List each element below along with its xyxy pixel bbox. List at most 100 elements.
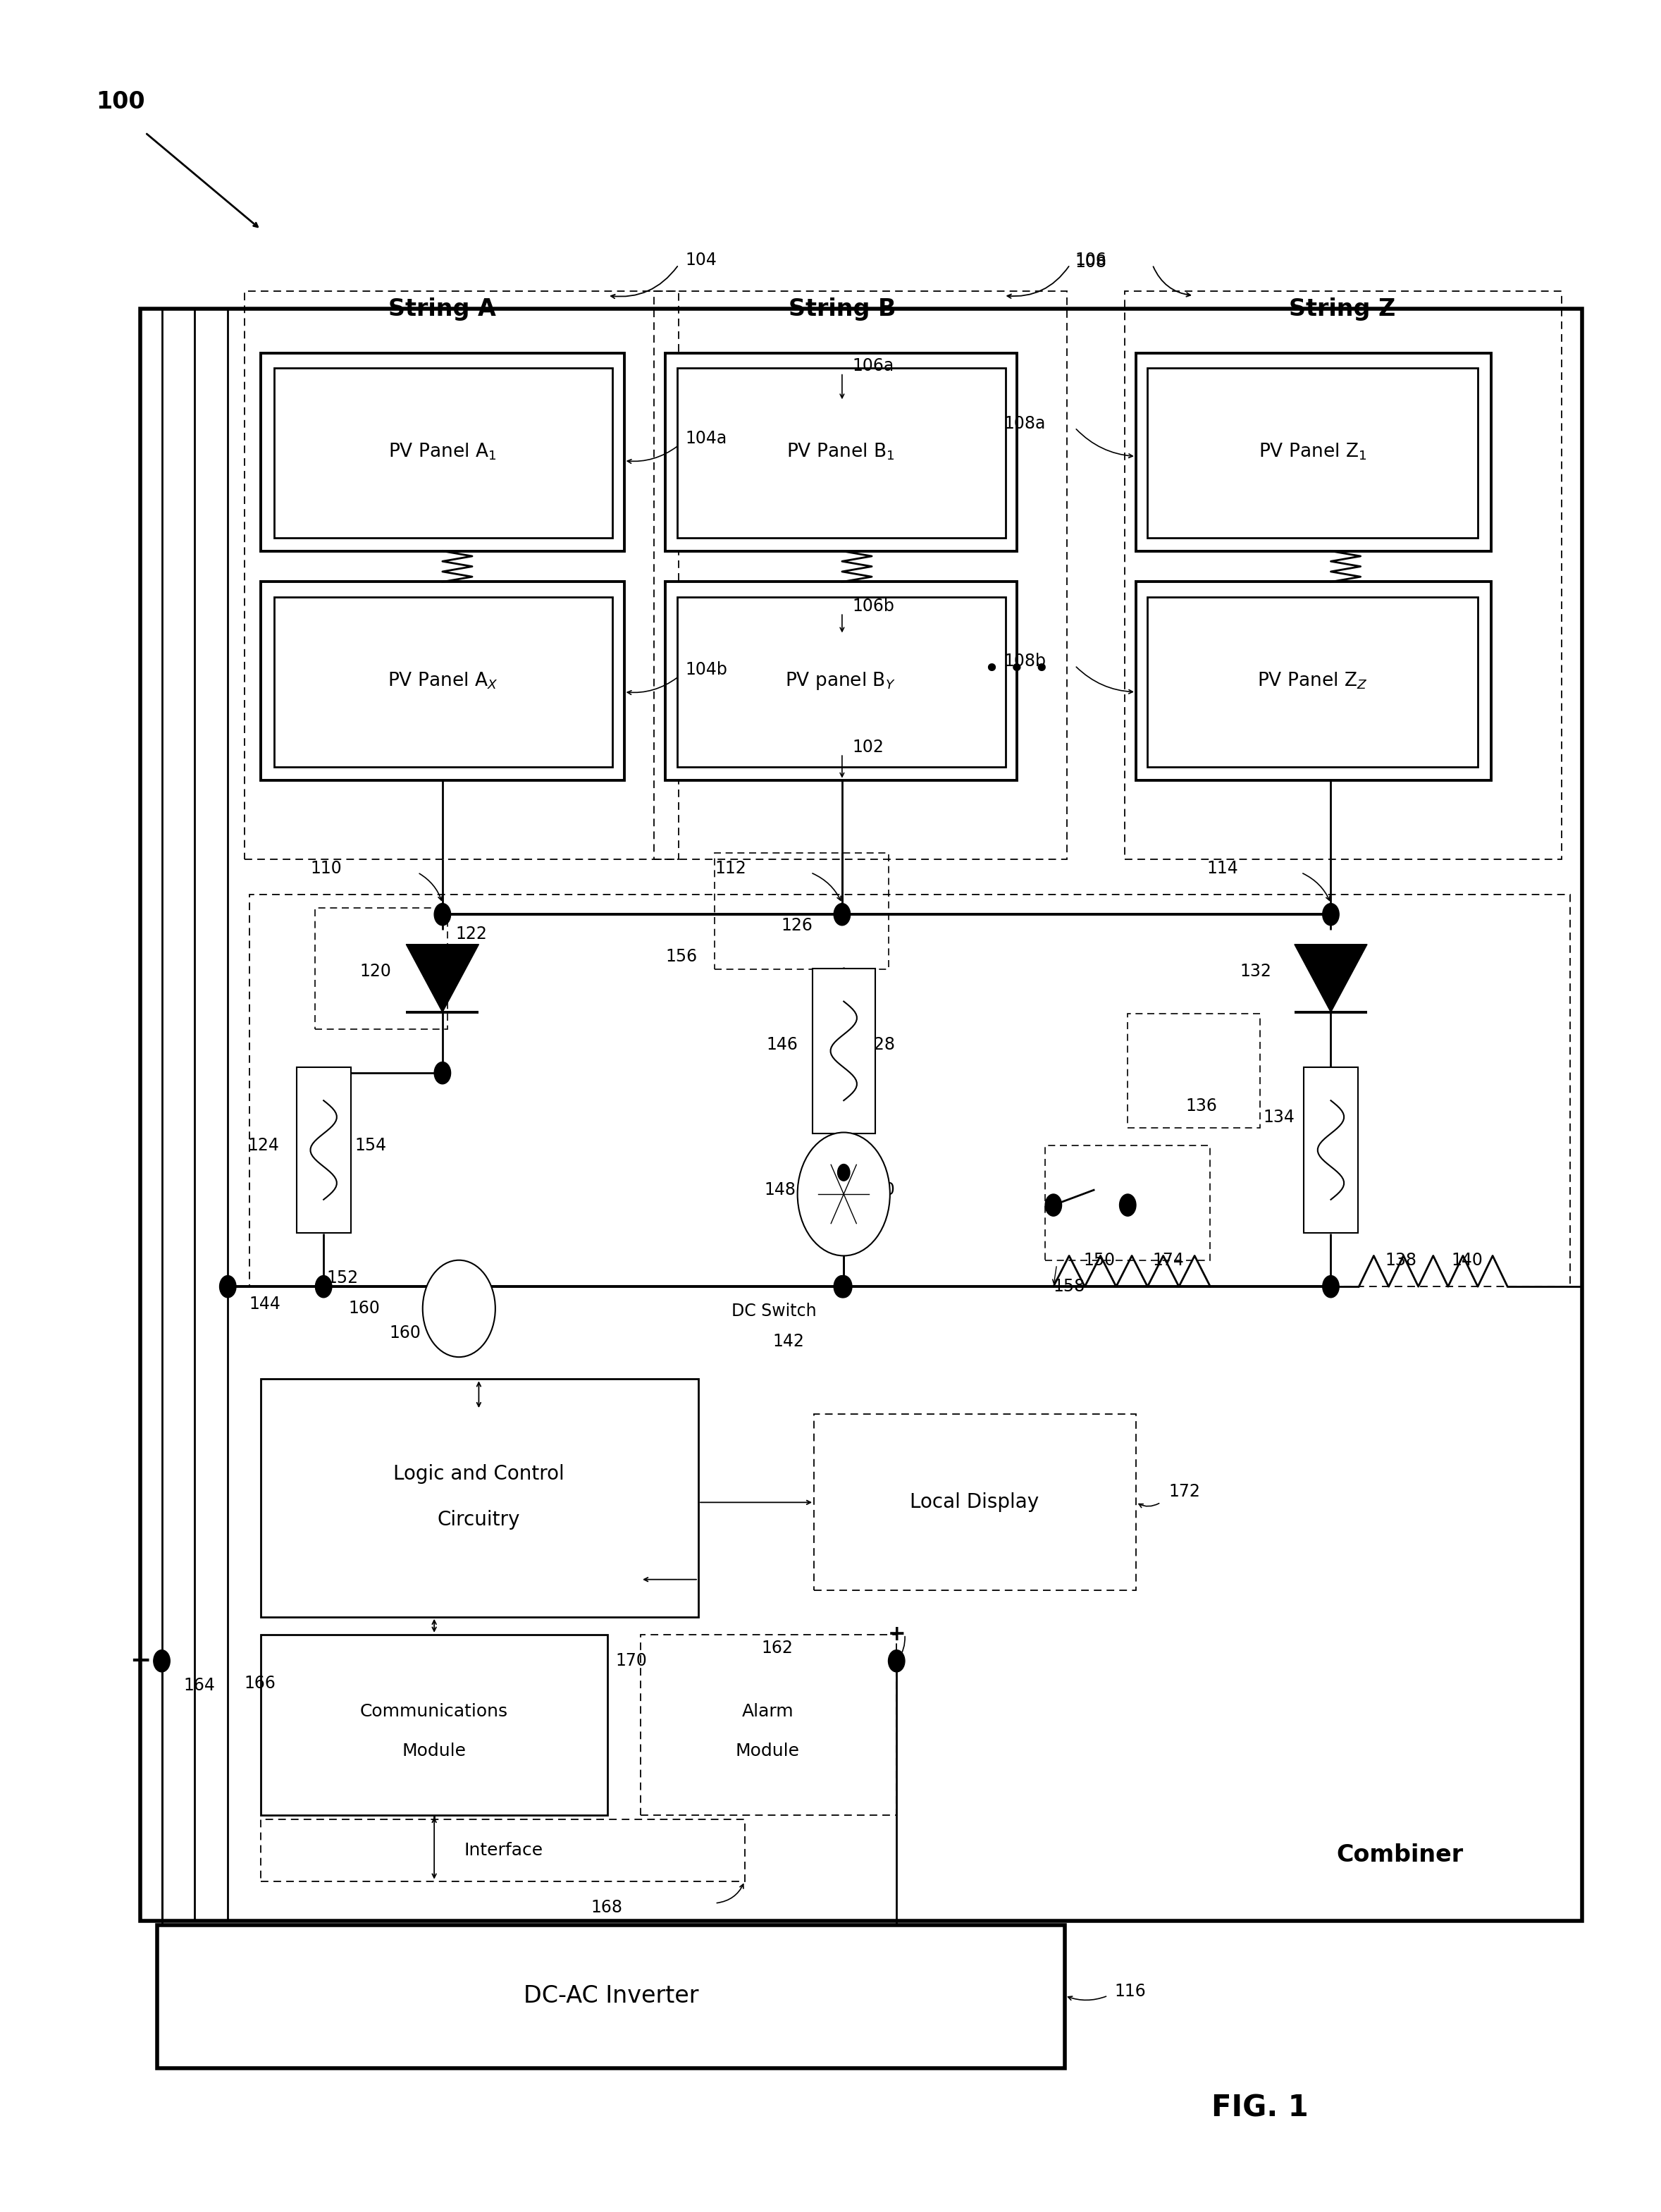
Text: 164: 164 (183, 1677, 214, 1694)
Bar (156, 1924, 1065, 2068)
Text: 168: 168 (591, 1900, 623, 1916)
Text: PV Panel Z$_Z$: PV Panel Z$_Z$ (1257, 670, 1367, 690)
Circle shape (422, 1261, 495, 1356)
Text: 122: 122 (455, 927, 487, 942)
Bar (1128, 1013, 1259, 1128)
Circle shape (434, 1062, 450, 1084)
Text: DC Switch: DC Switch (731, 1303, 817, 1318)
Text: 106: 106 (1075, 252, 1106, 270)
Text: 150: 150 (1083, 1252, 1115, 1270)
Bar (1045, 1146, 1211, 1261)
Text: 108: 108 (1075, 254, 1106, 272)
Bar (654, 292, 1066, 858)
Circle shape (219, 1276, 236, 1298)
Text: 138: 138 (1385, 1252, 1417, 1270)
Circle shape (835, 1276, 852, 1298)
Bar (1124, 292, 1561, 858)
Text: 108a: 108a (1003, 416, 1046, 431)
Bar (714, 854, 889, 969)
Bar (812, 969, 875, 1133)
Text: 104b: 104b (686, 661, 728, 679)
Bar (261, 1378, 698, 1617)
Text: +: + (887, 1624, 905, 1646)
Text: String A: String A (389, 296, 497, 321)
Text: 126: 126 (781, 918, 812, 933)
Bar (261, 1820, 744, 1880)
Text: 148: 148 (764, 1181, 796, 1199)
Circle shape (153, 1650, 169, 1672)
Circle shape (434, 902, 450, 925)
Bar (316, 907, 447, 1029)
Text: • • •: • • • (983, 657, 1050, 684)
Circle shape (797, 1133, 890, 1256)
Bar (666, 354, 1017, 551)
Circle shape (316, 1276, 332, 1298)
Text: 106b: 106b (852, 597, 894, 615)
Text: String Z: String Z (1289, 296, 1395, 321)
Bar (274, 367, 613, 538)
Bar (814, 1413, 1136, 1590)
Text: Local Display: Local Display (910, 1493, 1038, 1513)
Text: Combiner: Combiner (1337, 1843, 1463, 1867)
Text: Communications: Communications (360, 1703, 508, 1721)
Text: 140: 140 (1452, 1252, 1483, 1270)
Text: 160: 160 (390, 1325, 422, 1340)
Text: Logic and Control: Logic and Control (394, 1464, 565, 1484)
Circle shape (1120, 1194, 1136, 1217)
Text: Module: Module (736, 1743, 801, 1761)
Text: Circuitry: Circuitry (437, 1511, 520, 1531)
Bar (678, 367, 1005, 538)
Circle shape (1045, 1194, 1061, 1217)
Text: 158: 158 (1053, 1279, 1085, 1294)
Text: 120: 120 (360, 962, 392, 980)
Text: 104: 104 (686, 252, 718, 270)
Text: 136: 136 (1186, 1097, 1218, 1115)
Text: 114: 114 (1208, 860, 1239, 876)
Text: 152: 152 (327, 1270, 359, 1285)
Text: 144: 144 (249, 1296, 281, 1312)
Text: 146: 146 (766, 1035, 797, 1053)
Text: 112: 112 (714, 860, 746, 876)
Text: Alarm: Alarm (742, 1703, 794, 1721)
Bar (296, 1068, 350, 1232)
Circle shape (834, 902, 850, 925)
Bar (1148, 597, 1478, 768)
Text: 162: 162 (761, 1639, 792, 1657)
Text: 160: 160 (349, 1301, 380, 1316)
Circle shape (837, 1164, 850, 1181)
Text: 110: 110 (311, 860, 342, 876)
Bar (274, 597, 613, 768)
Bar (249, 894, 1570, 1287)
Text: −: − (130, 1648, 151, 1672)
Text: 116: 116 (1115, 1982, 1146, 2000)
Text: 156: 156 (666, 947, 698, 964)
Text: 134: 134 (1262, 1108, 1294, 1126)
Text: 174: 174 (1153, 1252, 1184, 1270)
Text: 108b: 108b (1003, 653, 1046, 670)
Text: 132: 132 (1241, 962, 1272, 980)
Text: 124: 124 (247, 1137, 279, 1155)
Text: 104a: 104a (686, 431, 728, 447)
Bar (261, 354, 625, 551)
Text: DC-AC Inverter: DC-AC Inverter (523, 1984, 698, 2006)
Text: Module: Module (402, 1743, 467, 1761)
Text: PV Panel A$_1$: PV Panel A$_1$ (389, 442, 497, 462)
Text: 128: 128 (864, 1035, 895, 1053)
Text: FIG. 1: FIG. 1 (1211, 2093, 1309, 2124)
Bar (678, 597, 1005, 768)
Text: 154: 154 (355, 1137, 387, 1155)
Bar (261, 582, 625, 781)
Bar (1304, 1068, 1359, 1232)
Text: PV panel B$_Y$: PV panel B$_Y$ (786, 670, 895, 692)
Text: 170: 170 (616, 1652, 648, 1670)
Polygon shape (407, 945, 478, 1013)
Bar (1148, 367, 1478, 538)
Text: 100: 100 (96, 91, 145, 113)
Text: 102: 102 (852, 739, 884, 757)
Text: String B: String B (789, 296, 895, 321)
Circle shape (834, 1276, 850, 1298)
Bar (1136, 582, 1492, 781)
Text: PV Panel A$_X$: PV Panel A$_X$ (387, 670, 498, 690)
Bar (666, 582, 1017, 781)
Text: 130: 130 (864, 1181, 895, 1199)
